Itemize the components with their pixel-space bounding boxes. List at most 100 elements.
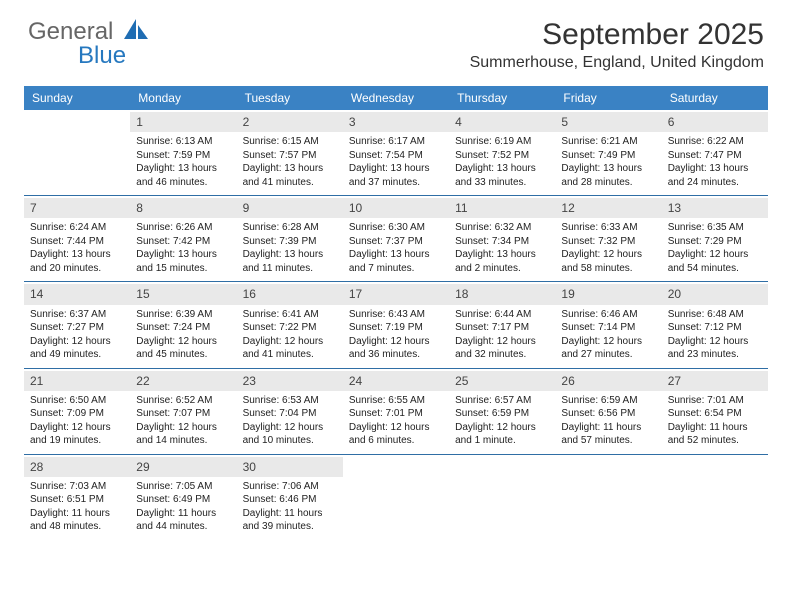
calendar-cell: 15Sunrise: 6:39 AMSunset: 7:24 PMDayligh… bbox=[130, 282, 236, 367]
day-header: Saturday bbox=[662, 86, 768, 110]
calendar-cell: 4Sunrise: 6:19 AMSunset: 7:52 PMDaylight… bbox=[449, 110, 555, 195]
daylight-text: Daylight: 13 hours and 28 minutes. bbox=[561, 162, 655, 189]
calendar-cell: 22Sunrise: 6:52 AMSunset: 7:07 PMDayligh… bbox=[130, 369, 236, 454]
daylight-text: Daylight: 13 hours and 33 minutes. bbox=[455, 162, 549, 189]
sunrise-text: Sunrise: 6:53 AM bbox=[243, 394, 337, 408]
calendar-cell: 25Sunrise: 6:57 AMSunset: 6:59 PMDayligh… bbox=[449, 369, 555, 454]
sunrise-text: Sunrise: 6:50 AM bbox=[30, 394, 124, 408]
calendar-cell: 3Sunrise: 6:17 AMSunset: 7:54 PMDaylight… bbox=[343, 110, 449, 195]
logo-word1: General bbox=[28, 18, 113, 45]
daylight-text: Daylight: 12 hours and 27 minutes. bbox=[561, 335, 655, 362]
calendar-cell: 18Sunrise: 6:44 AMSunset: 7:17 PMDayligh… bbox=[449, 282, 555, 367]
sunset-text: Sunset: 7:07 PM bbox=[136, 407, 230, 421]
day-number: 22 bbox=[130, 371, 236, 391]
sunrise-text: Sunrise: 6:57 AM bbox=[455, 394, 549, 408]
sunrise-text: Sunrise: 6:30 AM bbox=[349, 221, 443, 235]
day-number: 8 bbox=[130, 198, 236, 218]
daylight-text: Daylight: 11 hours and 57 minutes. bbox=[561, 421, 655, 448]
daylight-text: Daylight: 12 hours and 58 minutes. bbox=[561, 248, 655, 275]
day-header: Monday bbox=[130, 86, 236, 110]
day-number: 13 bbox=[662, 198, 768, 218]
daylight-text: Daylight: 12 hours and 41 minutes. bbox=[243, 335, 337, 362]
daylight-text: Daylight: 13 hours and 41 minutes. bbox=[243, 162, 337, 189]
sunset-text: Sunset: 6:49 PM bbox=[136, 493, 230, 507]
day-number bbox=[662, 457, 768, 461]
sunset-text: Sunset: 7:52 PM bbox=[455, 149, 549, 163]
daylight-text: Daylight: 13 hours and 11 minutes. bbox=[243, 248, 337, 275]
location-subtitle: Summerhouse, England, United Kingdom bbox=[470, 54, 764, 72]
sunrise-text: Sunrise: 6:48 AM bbox=[668, 308, 762, 322]
calendar-cell: 16Sunrise: 6:41 AMSunset: 7:22 PMDayligh… bbox=[237, 282, 343, 367]
day-number: 17 bbox=[343, 284, 449, 304]
sunrise-text: Sunrise: 7:06 AM bbox=[243, 480, 337, 494]
daylight-text: Daylight: 12 hours and 6 minutes. bbox=[349, 421, 443, 448]
calendar-cell: 11Sunrise: 6:32 AMSunset: 7:34 PMDayligh… bbox=[449, 196, 555, 281]
sunset-text: Sunset: 6:51 PM bbox=[30, 493, 124, 507]
sunrise-text: Sunrise: 6:28 AM bbox=[243, 221, 337, 235]
calendar-cell: 8Sunrise: 6:26 AMSunset: 7:42 PMDaylight… bbox=[130, 196, 236, 281]
daylight-text: Daylight: 13 hours and 20 minutes. bbox=[30, 248, 124, 275]
sunset-text: Sunset: 7:09 PM bbox=[30, 407, 124, 421]
calendar-cell: 6Sunrise: 6:22 AMSunset: 7:47 PMDaylight… bbox=[662, 110, 768, 195]
sunrise-text: Sunrise: 6:44 AM bbox=[455, 308, 549, 322]
sunrise-text: Sunrise: 6:21 AM bbox=[561, 135, 655, 149]
calendar-cell: 1Sunrise: 6:13 AMSunset: 7:59 PMDaylight… bbox=[130, 110, 236, 195]
calendar-cell bbox=[662, 455, 768, 540]
sunrise-text: Sunrise: 6:46 AM bbox=[561, 308, 655, 322]
sunset-text: Sunset: 7:04 PM bbox=[243, 407, 337, 421]
page-title: September 2025 bbox=[470, 18, 764, 52]
sunset-text: Sunset: 7:12 PM bbox=[668, 321, 762, 335]
calendar-cell: 5Sunrise: 6:21 AMSunset: 7:49 PMDaylight… bbox=[555, 110, 661, 195]
day-number: 29 bbox=[130, 457, 236, 477]
title-block: September 2025 Summerhouse, England, Uni… bbox=[470, 18, 764, 72]
sunrise-text: Sunrise: 6:24 AM bbox=[30, 221, 124, 235]
daylight-text: Daylight: 12 hours and 32 minutes. bbox=[455, 335, 549, 362]
sunset-text: Sunset: 6:46 PM bbox=[243, 493, 337, 507]
day-number: 21 bbox=[24, 371, 130, 391]
day-number: 20 bbox=[662, 284, 768, 304]
day-number: 2 bbox=[237, 112, 343, 132]
sunrise-text: Sunrise: 6:39 AM bbox=[136, 308, 230, 322]
day-number: 23 bbox=[237, 371, 343, 391]
daylight-text: Daylight: 13 hours and 15 minutes. bbox=[136, 248, 230, 275]
sunrise-text: Sunrise: 6:59 AM bbox=[561, 394, 655, 408]
sunset-text: Sunset: 7:19 PM bbox=[349, 321, 443, 335]
day-header: Thursday bbox=[449, 86, 555, 110]
day-number: 25 bbox=[449, 371, 555, 391]
sunset-text: Sunset: 7:57 PM bbox=[243, 149, 337, 163]
sunrise-text: Sunrise: 6:37 AM bbox=[30, 308, 124, 322]
sunset-text: Sunset: 7:24 PM bbox=[136, 321, 230, 335]
calendar-cell: 9 Sunrise: 6:28 AMSunset: 7:39 PMDaylight… bbox=[237, 196, 343, 281]
day-number: 27 bbox=[662, 371, 768, 391]
logo: General Blue bbox=[28, 18, 150, 70]
daylight-text: Daylight: 12 hours and 54 minutes. bbox=[668, 248, 762, 275]
sunset-text: Sunset: 7:14 PM bbox=[561, 321, 655, 335]
calendar-cell: 24Sunrise: 6:55 AMSunset: 7:01 PMDayligh… bbox=[343, 369, 449, 454]
day-number: 1 bbox=[130, 112, 236, 132]
sunset-text: Sunset: 7:54 PM bbox=[349, 149, 443, 163]
day-number: 16 bbox=[237, 284, 343, 304]
daylight-text: Daylight: 12 hours and 19 minutes. bbox=[30, 421, 124, 448]
logo-word2: Blue bbox=[78, 42, 150, 70]
sunset-text: Sunset: 7:47 PM bbox=[668, 149, 762, 163]
sunset-text: Sunset: 7:39 PM bbox=[243, 235, 337, 249]
day-number: 28 bbox=[24, 457, 130, 477]
calendar-cell: 29Sunrise: 7:05 AMSunset: 6:49 PMDayligh… bbox=[130, 455, 236, 540]
sunset-text: Sunset: 6:59 PM bbox=[455, 407, 549, 421]
daylight-text: Daylight: 11 hours and 39 minutes. bbox=[243, 507, 337, 534]
sunset-text: Sunset: 7:44 PM bbox=[30, 235, 124, 249]
sunset-text: Sunset: 7:34 PM bbox=[455, 235, 549, 249]
day-number: 15 bbox=[130, 284, 236, 304]
daylight-text: Daylight: 11 hours and 44 minutes. bbox=[136, 507, 230, 534]
calendar-cell: 28Sunrise: 7:03 AMSunset: 6:51 PMDayligh… bbox=[24, 455, 130, 540]
sunset-text: Sunset: 7:37 PM bbox=[349, 235, 443, 249]
sunrise-text: Sunrise: 6:32 AM bbox=[455, 221, 549, 235]
sunset-text: Sunset: 6:56 PM bbox=[561, 407, 655, 421]
daylight-text: Daylight: 12 hours and 10 minutes. bbox=[243, 421, 337, 448]
calendar-cell bbox=[555, 455, 661, 540]
calendar-cell: 30Sunrise: 7:06 AMSunset: 6:46 PMDayligh… bbox=[237, 455, 343, 540]
sunrise-text: Sunrise: 7:03 AM bbox=[30, 480, 124, 494]
sunrise-text: Sunrise: 6:52 AM bbox=[136, 394, 230, 408]
day-number: 9 bbox=[237, 198, 343, 218]
sunrise-text: Sunrise: 6:55 AM bbox=[349, 394, 443, 408]
